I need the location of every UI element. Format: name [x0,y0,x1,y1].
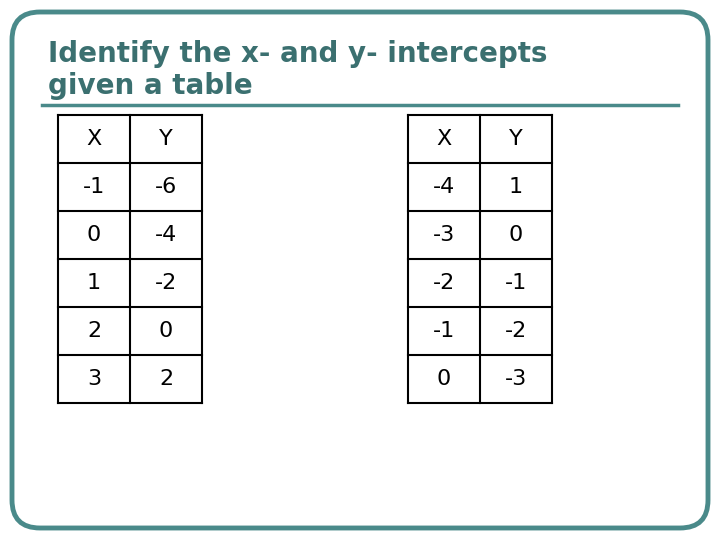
Text: -4: -4 [155,225,177,245]
Text: -2: -2 [433,273,455,293]
Text: -1: -1 [433,321,455,341]
Text: -2: -2 [155,273,177,293]
Text: Y: Y [509,129,523,149]
Text: 0: 0 [159,321,173,341]
Text: -1: -1 [83,177,105,197]
Text: -6: -6 [155,177,177,197]
Text: 0: 0 [509,225,523,245]
Text: 0: 0 [87,225,101,245]
Text: 3: 3 [87,369,101,389]
Text: 0: 0 [437,369,451,389]
Text: given a table: given a table [48,72,253,100]
Text: 1: 1 [509,177,523,197]
Text: 1: 1 [87,273,101,293]
Text: X: X [86,129,102,149]
Text: -4: -4 [433,177,455,197]
Text: Identify the x- and y- intercepts: Identify the x- and y- intercepts [48,40,547,68]
Text: 2: 2 [159,369,173,389]
Text: -2: -2 [505,321,527,341]
Text: X: X [436,129,451,149]
Text: Y: Y [159,129,173,149]
Text: -1: -1 [505,273,527,293]
Text: -3: -3 [433,225,455,245]
Text: -3: -3 [505,369,527,389]
Text: 2: 2 [87,321,101,341]
FancyBboxPatch shape [12,12,708,528]
